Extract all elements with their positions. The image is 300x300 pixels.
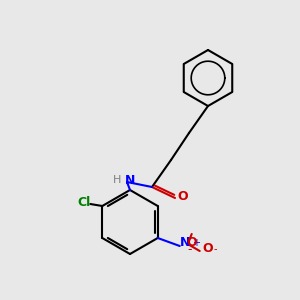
Text: O: O [186,236,197,248]
Text: H: H [113,175,121,185]
Text: -: - [188,244,192,256]
Text: -: - [214,244,217,254]
Text: N: N [125,173,135,187]
Text: +: + [192,238,200,248]
Text: N: N [179,236,190,250]
Text: O: O [178,190,188,203]
Text: O: O [202,242,213,256]
Text: Cl: Cl [78,196,91,209]
